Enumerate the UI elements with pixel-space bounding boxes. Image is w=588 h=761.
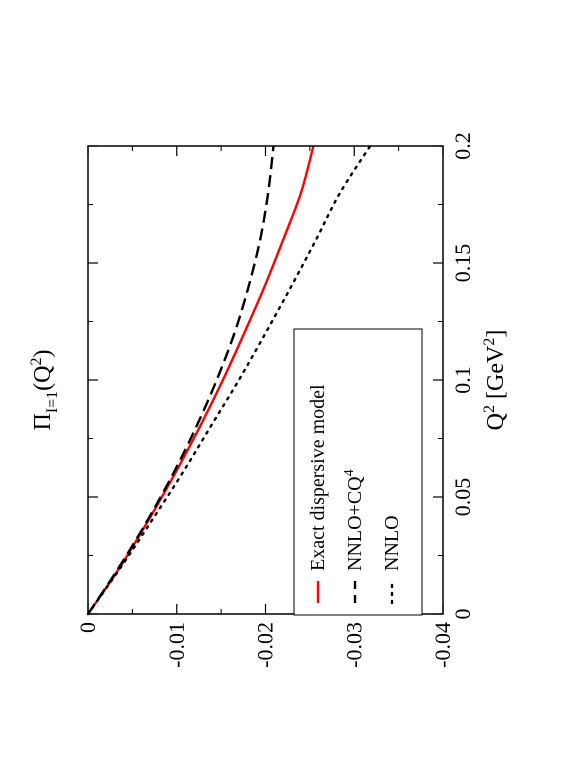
x-tick-label: 0.1 (450, 366, 475, 394)
legend: Exact dispersive model NNLO+CQ4 NNLO (293, 328, 423, 616)
series-group (86, 144, 372, 616)
y-tick-label: -0.03 (341, 622, 366, 668)
x-axis-title: Q2 [GeV2] (481, 330, 509, 431)
y-tick-label: 0 (75, 622, 100, 633)
legend-label-nnlo: NNLO (381, 515, 403, 571)
x-tick-label: 0.2 (450, 132, 475, 160)
y-tick-label: -0.04 (430, 622, 455, 668)
y-axis-title: ΠI=1(Q2) (28, 349, 61, 430)
rotated-plot-group: 0 0.05 0.1 0.15 0.2 0 -0.01 -0.02 -0.03 -0.04 Q2 … (28, 132, 509, 668)
x-tick-label: 0 (450, 609, 475, 620)
y-tick-label: -0.01 (164, 622, 189, 668)
legend-box (293, 328, 423, 616)
series-line-0 (87, 145, 315, 615)
legend-label-exact: Exact dispersive model (307, 384, 329, 571)
x-tick-label: 0.15 (450, 244, 475, 283)
y-tick-label: -0.02 (253, 622, 278, 668)
legend-label-nnlo-cq4: NNLO+CQ4 (342, 469, 366, 571)
series-line-2 (86, 144, 372, 616)
tick-labels: 0 0.05 0.1 0.15 0.2 0 -0.01 -0.02 -0.03 -0.04 (75, 132, 475, 668)
series-line-1 (87, 145, 275, 615)
x-tick-label: 0.05 (450, 478, 475, 517)
plot-frame (87, 145, 444, 615)
